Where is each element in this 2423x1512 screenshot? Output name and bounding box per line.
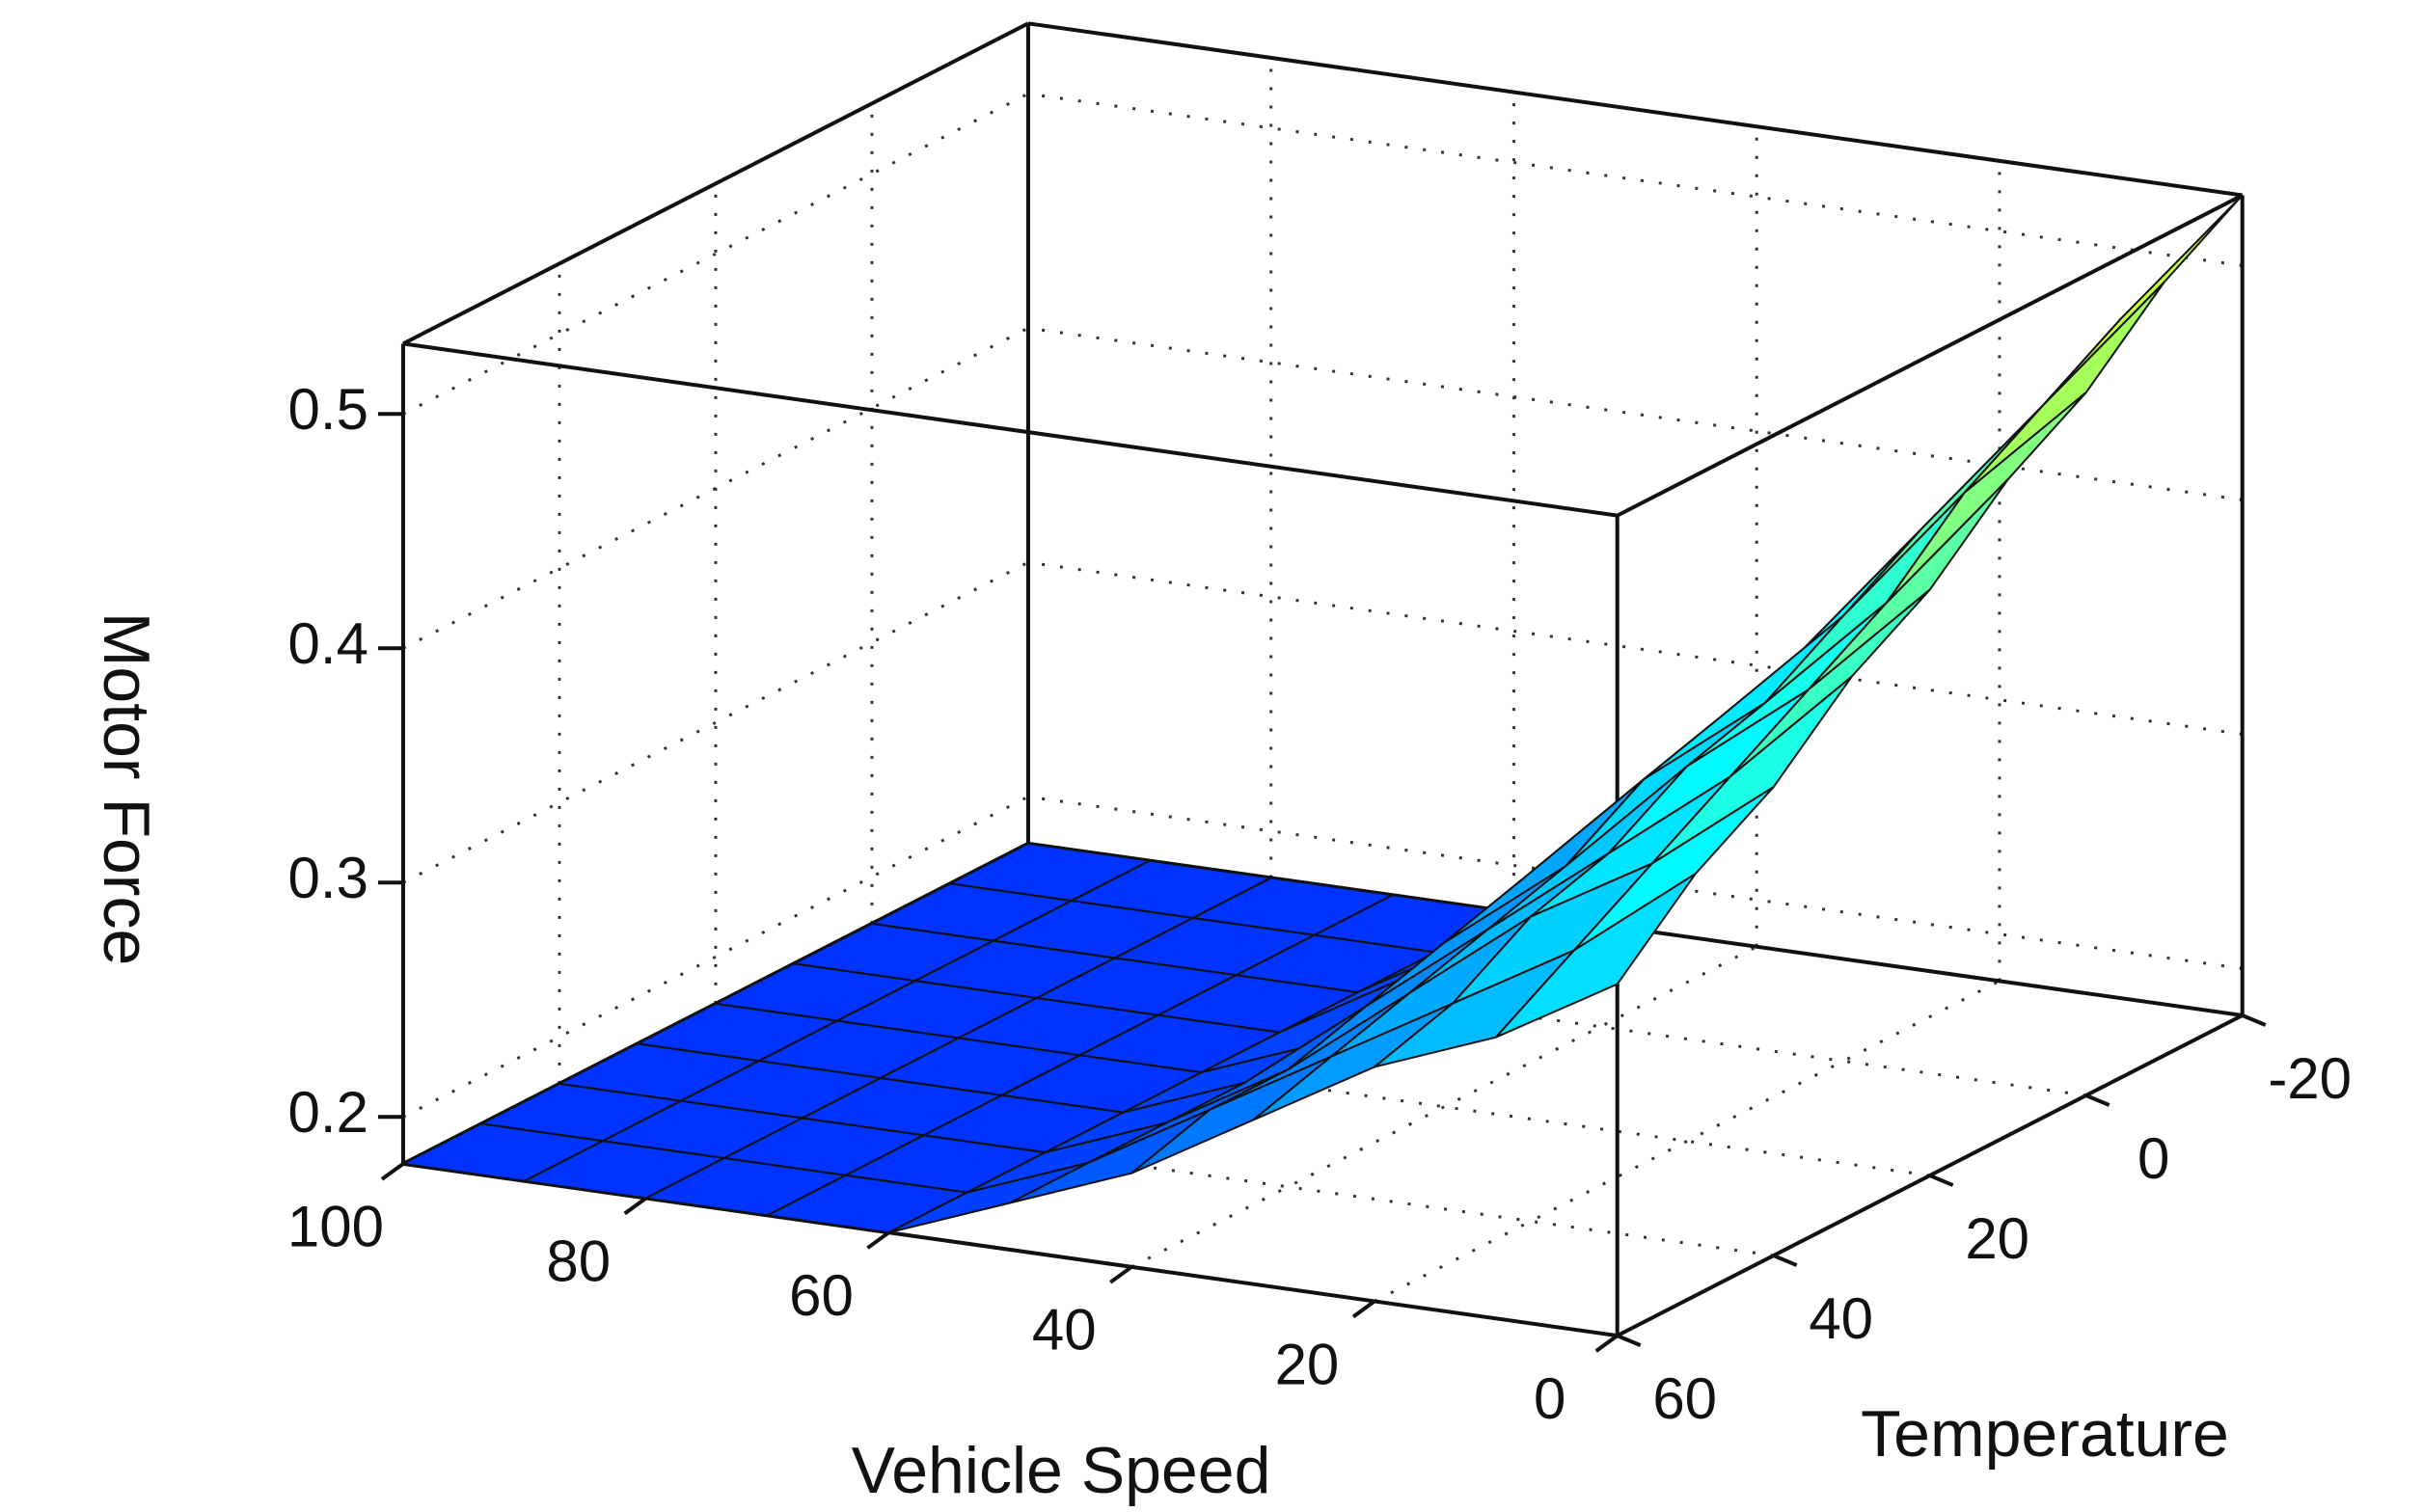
x-tick bbox=[1109, 1265, 1133, 1284]
x-tick bbox=[866, 1230, 890, 1250]
box-edge bbox=[1027, 21, 2243, 198]
grid-line bbox=[1027, 560, 2243, 736]
grid-line bbox=[402, 92, 1029, 416]
y-axis-label: Temperature bbox=[1861, 1397, 2229, 1471]
grid-line bbox=[1027, 326, 2243, 501]
y-tick-label: 0 bbox=[2137, 1126, 2169, 1191]
z-tick-label: 0.4 bbox=[288, 611, 368, 676]
x-tick-label: 100 bbox=[287, 1195, 384, 1259]
y-tick bbox=[2084, 1094, 2110, 1107]
grid-line bbox=[402, 560, 1029, 884]
y-tick bbox=[1772, 1254, 1798, 1267]
grid-line bbox=[1027, 795, 2243, 970]
surface-face bbox=[1808, 478, 2009, 691]
y-tick bbox=[1616, 1334, 1642, 1347]
x-tick bbox=[1351, 1299, 1376, 1319]
x-tick bbox=[623, 1196, 647, 1216]
grid-line bbox=[871, 922, 2086, 1097]
y-tick bbox=[2241, 1013, 2267, 1027]
grid-line bbox=[1027, 92, 2243, 267]
y-tick bbox=[1928, 1174, 1954, 1187]
z-axis-label: Motor Force bbox=[90, 612, 163, 966]
x-tick-label: 0 bbox=[1534, 1366, 1565, 1431]
y-tick-label: -20 bbox=[2268, 1046, 2352, 1111]
y-tick-label: 20 bbox=[1965, 1206, 2029, 1271]
y-tick-label: 40 bbox=[1809, 1286, 1873, 1351]
x-tick bbox=[1594, 1334, 1619, 1353]
x-tick-label: 80 bbox=[546, 1228, 611, 1293]
x-axis-label: Vehicle Speed bbox=[852, 1434, 1271, 1507]
surface-face bbox=[1495, 873, 1697, 1039]
box-edge bbox=[1616, 193, 2244, 518]
x-tick bbox=[380, 1162, 405, 1181]
y-tick-label: 60 bbox=[1652, 1366, 1717, 1431]
z-tick-label: 0.5 bbox=[288, 377, 368, 442]
grid-line bbox=[715, 1002, 1930, 1177]
x-tick-label: 40 bbox=[1032, 1298, 1097, 1363]
x-tick-label: 20 bbox=[1275, 1332, 1340, 1396]
grid-line bbox=[558, 1082, 1774, 1257]
box-edge bbox=[402, 341, 1618, 518]
x-tick-label: 60 bbox=[789, 1263, 854, 1328]
surface-face bbox=[1764, 492, 1966, 704]
z-tick-label: 0.3 bbox=[288, 846, 368, 910]
surface-face bbox=[1964, 281, 2165, 494]
z-tick-label: 0.2 bbox=[288, 1080, 368, 1145]
box-edge bbox=[402, 21, 1029, 346]
